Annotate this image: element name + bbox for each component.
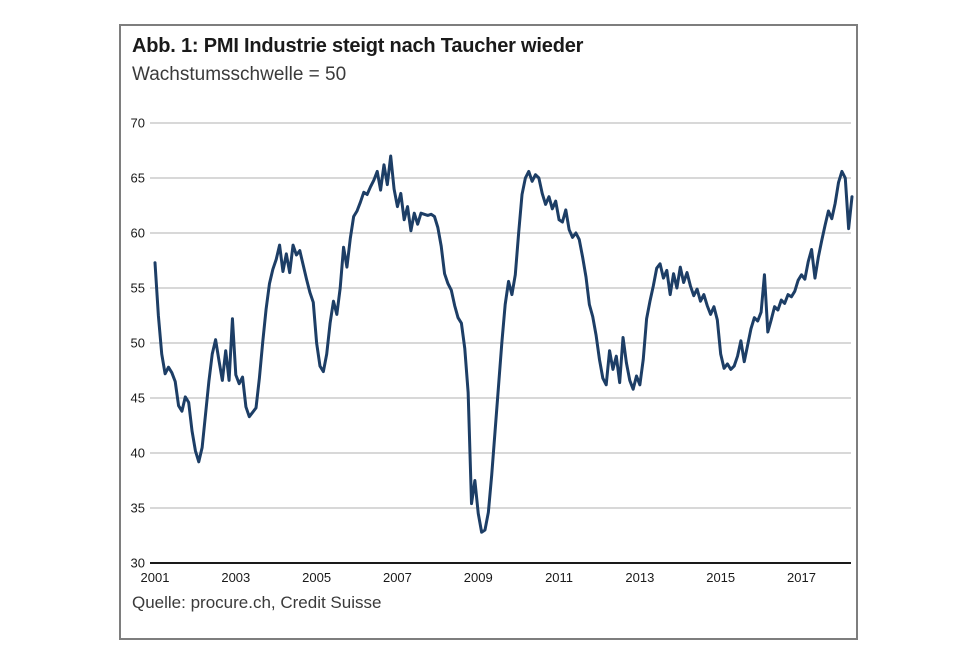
y-tick-label: 65 (131, 171, 145, 186)
y-tick-label: 30 (131, 556, 145, 571)
x-tick-label: 2009 (464, 570, 493, 585)
x-tick-label: 2007 (383, 570, 412, 585)
chart-subtitle: Wachstumsschwelle = 50 (132, 64, 347, 85)
pmi-series-line (153, 154, 854, 534)
pmi-chart-figure: Abb. 1: PMI Industrie steigt nach Tauche… (119, 24, 858, 640)
y-tick-label: 45 (131, 391, 145, 406)
pmi-line-chart: 30 35 40 45 50 55 60 65 70 2001 2003 2005 2007 2009 20… (131, 116, 854, 585)
y-tick-label: 35 (131, 501, 145, 516)
x-tick-label: 2011 (545, 570, 573, 585)
y-tick-label: 40 (131, 446, 145, 461)
chart-title: Abb. 1: PMI Industrie steigt nach Tauche… (132, 35, 584, 57)
y-tick-label: 55 (131, 281, 145, 296)
x-tick-label: 2005 (302, 570, 331, 585)
y-tick-label: 70 (131, 116, 145, 131)
x-tick-label: 2013 (625, 570, 654, 585)
x-tick-label: 2001 (141, 570, 170, 585)
x-tick-label: 2015 (706, 570, 735, 585)
y-tick-label: 50 (131, 336, 145, 351)
chart-source: Quelle: procure.ch, Credit Suisse (132, 593, 382, 612)
y-tick-label: 60 (131, 226, 145, 241)
x-tick-label: 2017 (787, 570, 816, 585)
x-tick-label: 2003 (221, 570, 250, 585)
